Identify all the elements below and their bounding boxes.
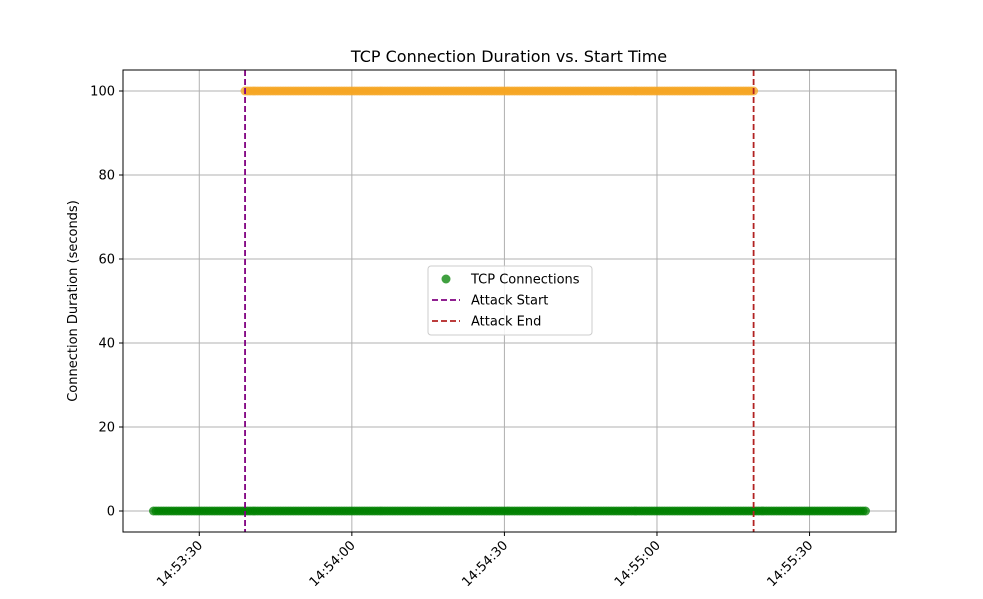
y-tick-label: 80 xyxy=(98,169,115,184)
y-axis-label: Connection Duration (seconds) xyxy=(66,200,81,402)
data-point xyxy=(860,506,870,516)
chart-title: TCP Connection Duration vs. Start Time xyxy=(350,47,667,66)
x-tick-label: 14:54:30 xyxy=(459,538,511,590)
legend: TCP Connections Attack Start Attack End xyxy=(427,265,593,336)
x-tick-label: 14:54:00 xyxy=(307,538,359,590)
x-tick-label: 14:55:30 xyxy=(764,538,816,590)
legend-label: Attack End xyxy=(471,315,541,330)
legend-label: TCP Connections xyxy=(470,273,580,288)
y-tick-label: 20 xyxy=(98,421,115,436)
legend-label: Attack Start xyxy=(471,294,548,309)
y-tick-label: 0 xyxy=(107,505,115,520)
legend-marker xyxy=(441,274,451,284)
axes-frame xyxy=(122,69,897,533)
x-tick-label: 14:53:30 xyxy=(154,538,206,590)
y-tick-label: 100 xyxy=(90,85,115,100)
x-tick-label: 14:55:00 xyxy=(612,538,664,590)
legend-box xyxy=(427,265,593,336)
y-tick-label: 60 xyxy=(98,253,115,268)
y-tick-label: 40 xyxy=(98,337,115,352)
